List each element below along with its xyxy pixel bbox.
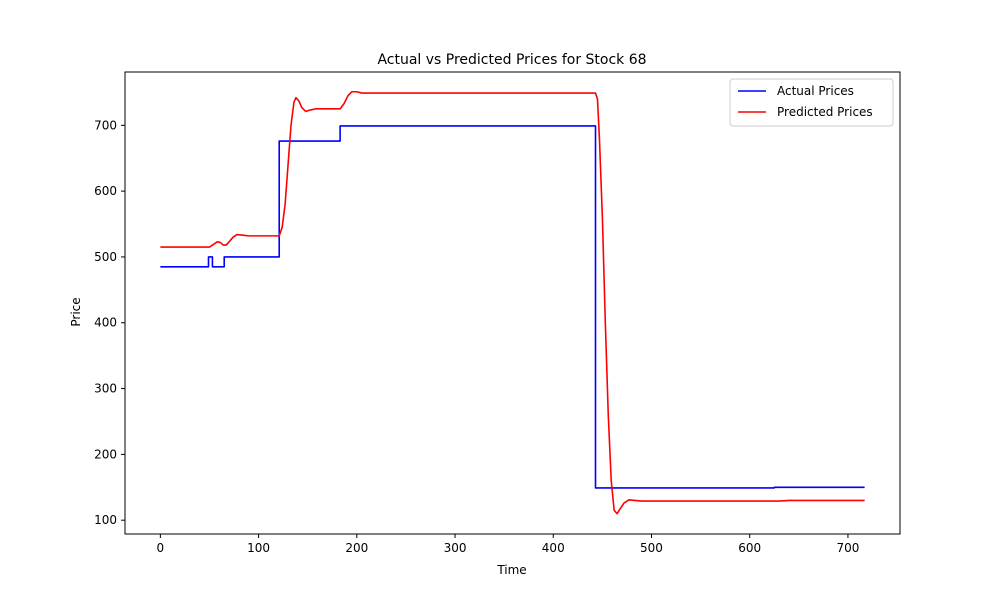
y-tick-label: 700 bbox=[94, 118, 117, 132]
x-tick-label: 300 bbox=[444, 541, 467, 555]
y-tick-label: 600 bbox=[94, 184, 117, 198]
x-tick-label: 600 bbox=[738, 541, 761, 555]
y-tick-label: 300 bbox=[94, 382, 117, 396]
y-tick-label: 400 bbox=[94, 316, 117, 330]
y-tick-label: 100 bbox=[94, 513, 117, 527]
legend-box bbox=[729, 78, 894, 127]
x-tick-label: 500 bbox=[640, 541, 663, 555]
series-line-1 bbox=[160, 90, 865, 515]
x-axis-label: Time bbox=[496, 563, 526, 577]
y-axis-label: Price bbox=[69, 297, 83, 326]
legend: Actual Prices Predicted Prices bbox=[729, 78, 894, 127]
x-axis: 0 100 200 300 400 500 600 700 bbox=[157, 534, 859, 555]
x-tick-label: 100 bbox=[247, 541, 270, 555]
legend-label-1: Predicted Prices bbox=[777, 105, 873, 119]
y-tick-label: 500 bbox=[94, 250, 117, 264]
y-axis: 100 200 300 400 500 600 700 bbox=[94, 118, 125, 527]
series-line-0 bbox=[160, 125, 865, 489]
x-tick-label: 0 bbox=[157, 541, 165, 555]
x-tick-label: 400 bbox=[542, 541, 565, 555]
y-tick-label: 200 bbox=[94, 447, 117, 461]
chart-title: Actual vs Predicted Prices for Stock 68 bbox=[377, 52, 646, 68]
x-tick-label: 200 bbox=[345, 541, 368, 555]
x-tick-label: 700 bbox=[836, 541, 859, 555]
plot-area bbox=[124, 71, 901, 535]
legend-label-0: Actual Prices bbox=[777, 84, 854, 98]
plot-frame bbox=[124, 71, 901, 535]
